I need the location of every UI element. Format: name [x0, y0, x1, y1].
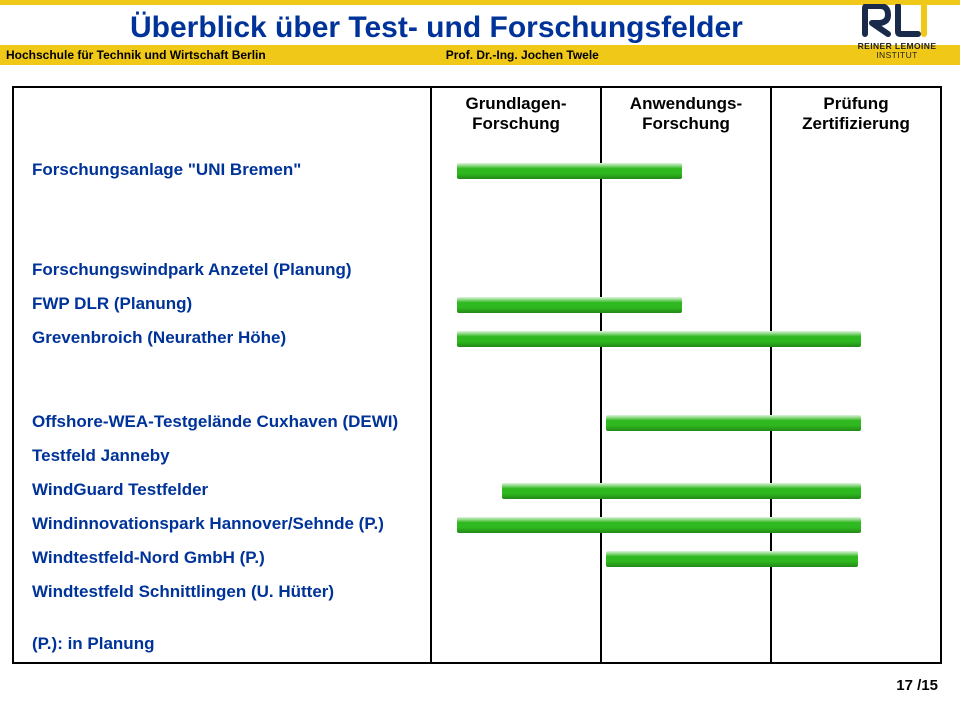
chart-container: Grundlagen-Forschung Anwendungs-Forschun… [12, 86, 942, 664]
label-column-spacer [14, 88, 430, 143]
chart-row: Windinnovationspark Hannover/Sehnde (P.) [14, 515, 940, 539]
col-header-0: Grundlagen-Forschung [430, 88, 600, 143]
header-bar: Hochschule für Technik und Wirtschaft Be… [0, 45, 960, 65]
row-label: Forschungswindpark Anzetel (Planung) [32, 261, 422, 280]
chart-row: Windtestfeld-Nord GmbH (P.) [14, 549, 940, 573]
rows-container: Forschungsanlage "UNI Bremen" Forschungsw… [14, 143, 940, 662]
logo-text: REINER LEMOINE INSTITUT [858, 42, 937, 61]
row-label: Windinnovationspark Hannover/Sehnde (P.) [32, 515, 422, 534]
col-header-2: PrüfungZertifizierung [770, 88, 940, 143]
header: Überblick über Test- und Forschungsfelde… [0, 5, 960, 45]
row-label: Windtestfeld Schnittlingen (U. Hütter) [32, 583, 422, 602]
page-title: Überblick über Test- und Forschungsfelde… [130, 11, 960, 45]
page-number: 17 /15 [896, 677, 938, 694]
column-headers: Grundlagen-Forschung Anwendungs-Forschun… [14, 88, 940, 143]
chart-row: Windtestfeld Schnittlingen (U. Hütter) [14, 583, 940, 607]
range-bar [457, 297, 682, 313]
row-label: Forschungsanlage "UNI Bremen" [32, 161, 422, 180]
row-label: Grevenbroich (Neurather Höhe) [32, 329, 422, 348]
chart-row: Offshore-WEA-Testgelände Cuxhaven (DEWI) [14, 413, 940, 437]
chart-row: Forschungsanlage "UNI Bremen" [14, 161, 940, 185]
professor: Prof. Dr.-Ing. Jochen Twele [446, 48, 599, 62]
chart-row: WindGuard Testfelder [14, 481, 940, 505]
range-bar [606, 551, 858, 567]
chart-row: Forschungswindpark Anzetel (Planung) [14, 261, 940, 285]
range-bar [457, 163, 682, 179]
row-label: Testfeld Janneby [32, 447, 422, 466]
footnote: (P.): in Planung [32, 634, 154, 654]
range-bar [457, 517, 861, 533]
chart-row: Testfeld Janneby [14, 447, 940, 471]
range-bar [502, 483, 861, 499]
institute-logo: REINER LEMOINE INSTITUT [848, 4, 946, 61]
row-label: FWP DLR (Planung) [32, 295, 422, 314]
row-label: WindGuard Testfelder [32, 481, 422, 500]
rli-logo-icon [862, 4, 932, 40]
range-bar [606, 415, 861, 431]
row-label: Windtestfeld-Nord GmbH (P.) [32, 549, 422, 568]
row-label: Offshore-WEA-Testgelände Cuxhaven (DEWI) [32, 413, 422, 432]
chart-row: Grevenbroich (Neurather Höhe) [14, 329, 940, 353]
range-bar [457, 331, 861, 347]
col-header-1: Anwendungs-Forschung [600, 88, 770, 143]
chart-row: FWP DLR (Planung) [14, 295, 940, 319]
affiliation: Hochschule für Technik und Wirtschaft Be… [6, 48, 266, 62]
